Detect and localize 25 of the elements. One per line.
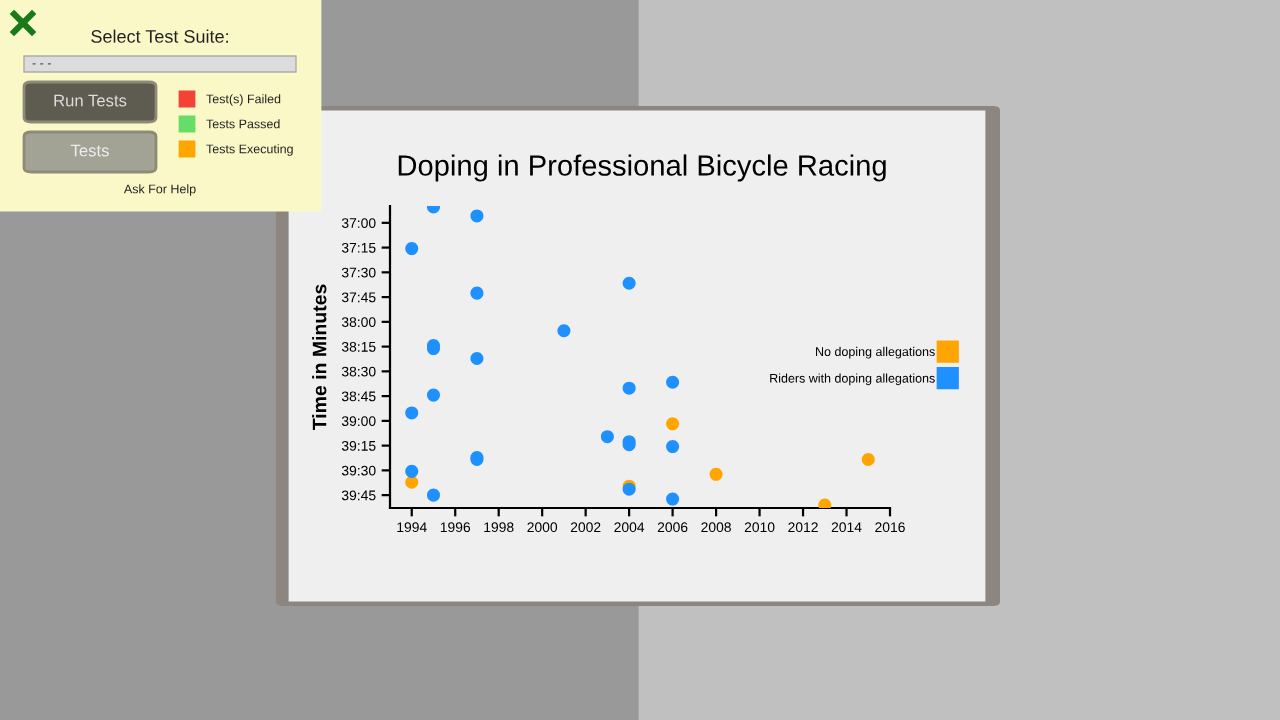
y-axis-title: Time in Minutes [312, 284, 327, 431]
point [426, 488, 440, 502]
point [470, 209, 484, 223]
point [622, 276, 636, 290]
point [470, 351, 484, 365]
point [861, 452, 875, 466]
point [600, 430, 614, 444]
text: Run Tests [54, 94, 127, 107]
point [405, 406, 419, 420]
point [666, 492, 680, 506]
point [405, 242, 419, 256]
point [470, 286, 484, 300]
point [622, 381, 636, 395]
point [405, 475, 419, 489]
point [666, 440, 680, 454]
point [666, 417, 680, 431]
point [405, 464, 419, 478]
text: Select Test Suite: [91, 29, 228, 43]
point [426, 388, 440, 402]
point [557, 324, 571, 338]
point [709, 467, 723, 481]
point [818, 498, 832, 508]
chart-title: Doping in Professional Bicycle Racing [398, 154, 886, 182]
text: Tests [70, 144, 109, 157]
point [666, 375, 680, 389]
